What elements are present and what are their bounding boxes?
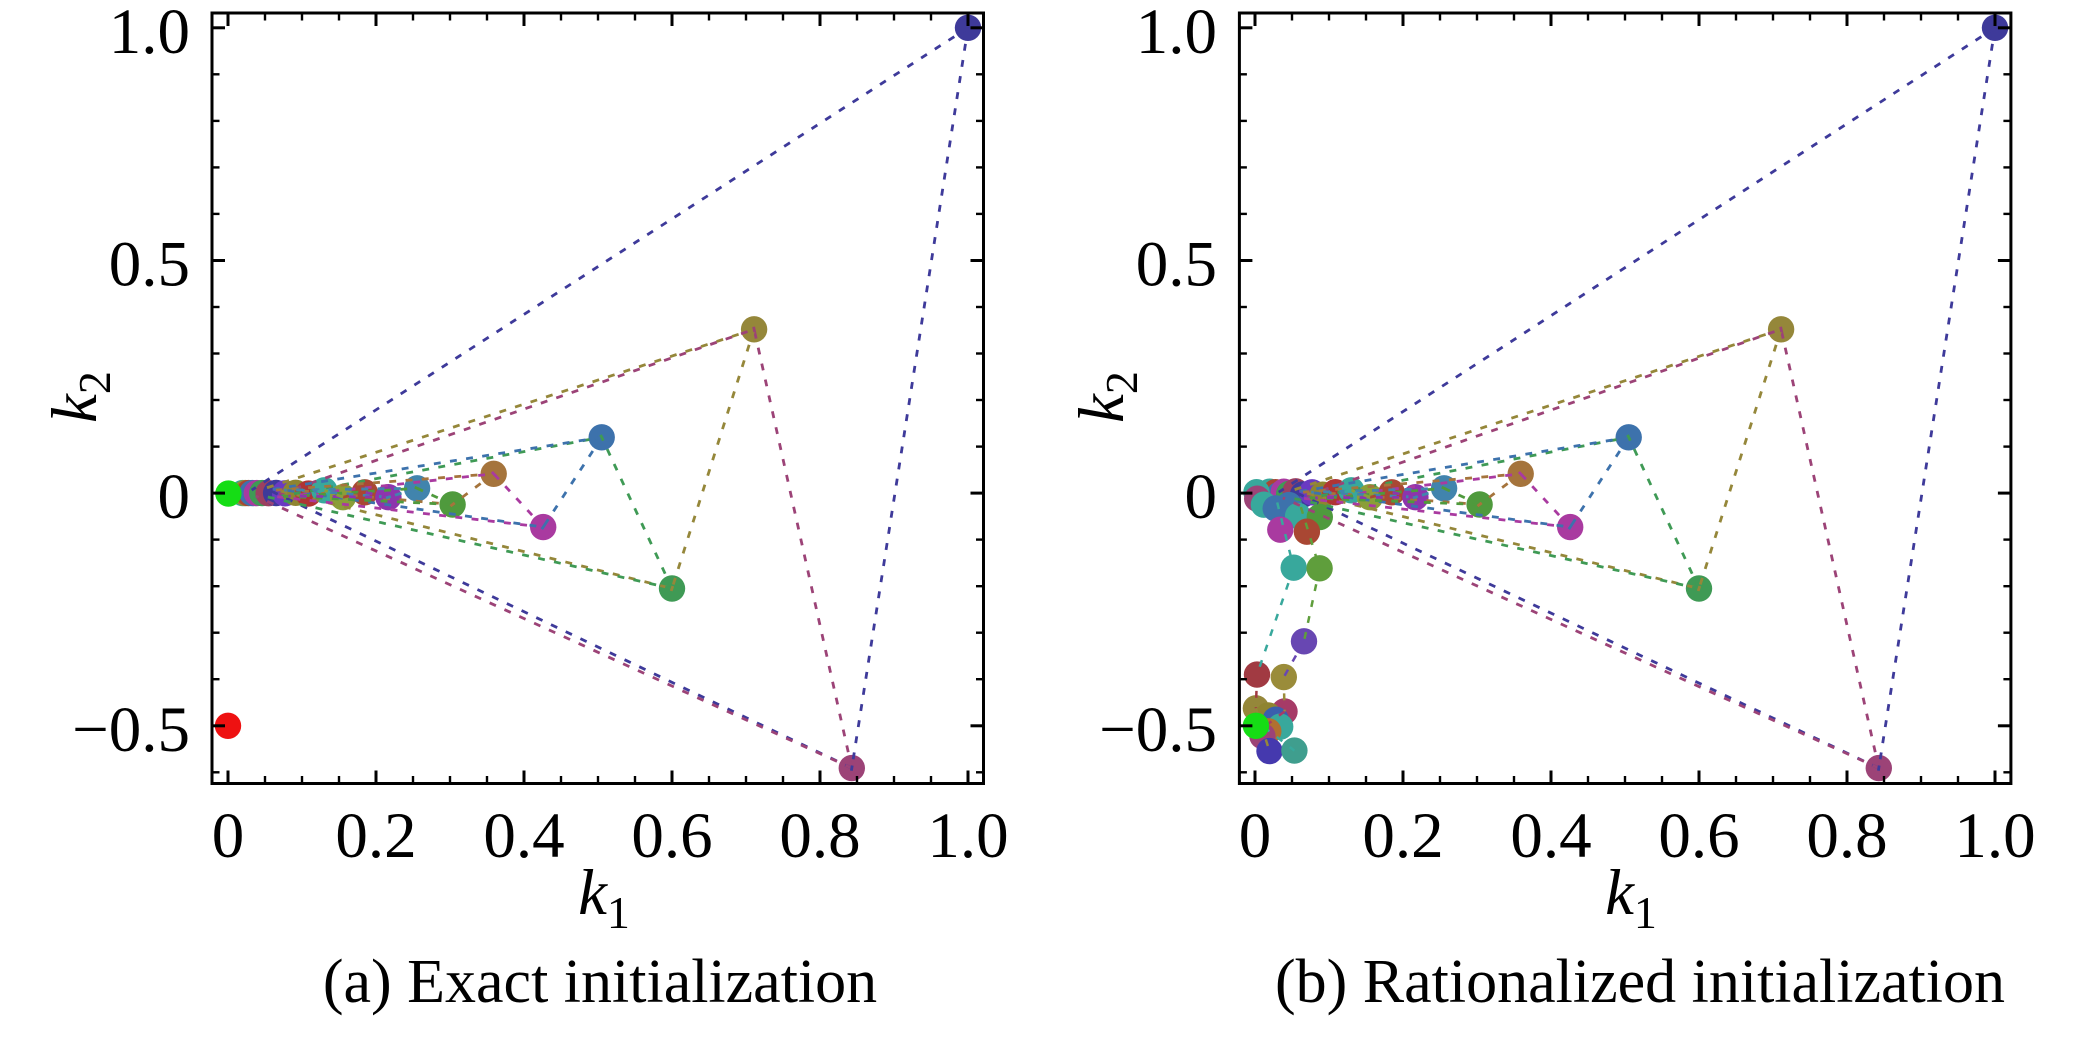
svg-text:0.4: 0.4 (1510, 800, 1591, 872)
svg-text:1.0: 1.0 (1954, 800, 2035, 872)
svg-text:1.0: 1.0 (927, 800, 1008, 872)
svg-text:(a) Exact initialization: (a) Exact initialization (323, 948, 877, 1016)
svg-text:(b) Rationalized initializatio: (b) Rationalized initialization (1275, 948, 2005, 1016)
svg-text:0.5: 0.5 (1136, 229, 1217, 301)
svg-text:0.2: 0.2 (1362, 800, 1443, 872)
svg-text:0.2: 0.2 (335, 800, 416, 872)
svg-text:0: 0 (212, 800, 245, 872)
svg-text:1.0: 1.0 (109, 0, 190, 68)
svg-text:−0.5: −0.5 (72, 694, 190, 766)
svg-text:1.0: 1.0 (1136, 0, 1217, 68)
svg-text:0.4: 0.4 (483, 800, 564, 872)
svg-text:0.5: 0.5 (109, 229, 190, 301)
svg-text:0.6: 0.6 (1658, 800, 1739, 872)
svg-text:0.8: 0.8 (779, 800, 860, 872)
svg-text:0: 0 (158, 461, 191, 533)
svg-text:0.8: 0.8 (1806, 800, 1887, 872)
svg-text:−0.5: −0.5 (1099, 694, 1217, 766)
svg-text:0: 0 (1239, 800, 1272, 872)
svg-text:0.6: 0.6 (631, 800, 712, 872)
svg-text:0: 0 (1185, 461, 1218, 533)
